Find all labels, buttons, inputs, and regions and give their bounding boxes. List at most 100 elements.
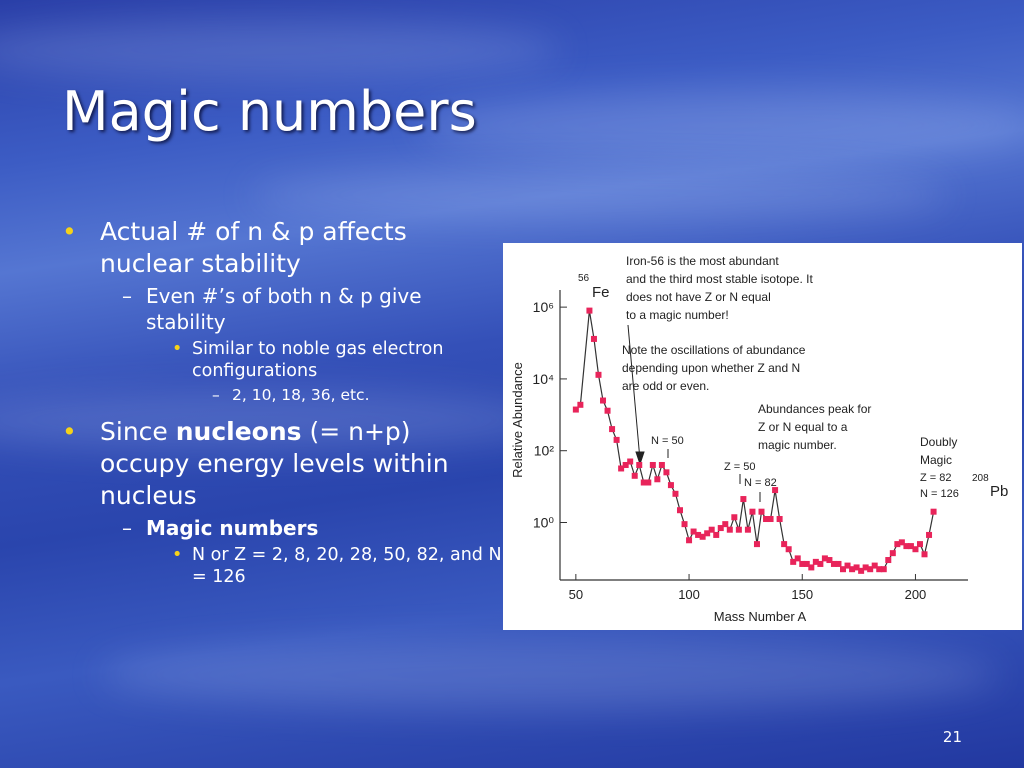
data-point — [776, 516, 783, 523]
bullet-text: N or Z = 2, 8, 20, 28, 50, 82, and N = 1… — [192, 545, 502, 587]
data-point — [672, 490, 679, 497]
bullet-item: • Similar to noble gas electron configura… — [146, 338, 502, 406]
data-point — [590, 335, 597, 342]
data-point — [803, 560, 810, 567]
isotope-mass: 208 — [972, 473, 989, 484]
data-point — [799, 560, 806, 567]
bullet-text: Magic numbers — [146, 516, 319, 540]
bullet-marker: • — [62, 217, 77, 246]
data-point — [812, 558, 819, 565]
data-point — [830, 560, 837, 567]
data-point — [695, 531, 702, 538]
x-axis-label: Mass Number A — [714, 609, 807, 624]
bullet-text: Since — [100, 417, 176, 446]
annotation: are odd or even. — [622, 379, 709, 393]
arrow — [627, 324, 641, 461]
data-point — [785, 546, 792, 553]
data-point — [907, 543, 914, 550]
annotation: Z = 82 — [920, 472, 952, 484]
y-tick-label: 10⁴ — [532, 371, 554, 387]
data-point — [808, 564, 815, 571]
data-point — [649, 461, 656, 468]
data-point — [772, 487, 779, 494]
data-point — [871, 562, 878, 569]
data-point — [722, 521, 729, 528]
annotation: N = 50 — [651, 435, 684, 447]
data-point — [880, 566, 887, 573]
data-point — [731, 514, 738, 521]
annotation: Doubly — [920, 435, 957, 449]
y-axis-label: Relative Abundance — [510, 362, 525, 478]
annotation: depending upon whether Z and N — [622, 361, 800, 375]
data-point — [600, 397, 607, 404]
annotation: magic number. — [758, 438, 837, 452]
data-point — [794, 555, 801, 562]
data-point — [853, 564, 860, 571]
bullet-marker: – — [212, 386, 220, 404]
bullet-item: –2, 10, 18, 36, etc. — [192, 385, 502, 406]
data-point — [921, 551, 928, 558]
data-point — [686, 537, 693, 544]
data-point — [844, 562, 851, 569]
annotation: N = 126 — [920, 488, 959, 500]
data-point — [681, 521, 688, 528]
arrowhead — [635, 451, 645, 466]
data-point — [835, 560, 842, 567]
data-point — [586, 307, 593, 314]
annotation: to a magic number! — [626, 308, 729, 322]
annotation: Z = 50 — [724, 461, 756, 473]
data-point — [790, 558, 797, 565]
data-point — [577, 401, 584, 408]
data-point — [595, 371, 602, 378]
data-point — [849, 566, 856, 573]
data-point — [876, 566, 883, 573]
data-point — [622, 461, 629, 468]
isotope-symbol: Pb — [990, 483, 1008, 500]
bullet-text: Even #’s of both n & p give stability — [146, 284, 422, 334]
data-point — [862, 564, 869, 571]
bullet-item: – Even #’s of both n & p give stability • S… — [62, 283, 502, 406]
y-tick-label: 10⁰ — [533, 514, 555, 530]
data-point — [704, 530, 711, 537]
bullet-item: • Since nucleons (= n+p) occupy energy le… — [62, 416, 502, 588]
page-number: 21 — [942, 728, 962, 746]
data-point — [930, 508, 937, 515]
background-cloud — [0, 20, 560, 80]
annotation: and the third most stable isotope. It — [626, 272, 813, 286]
x-tick-label: 100 — [678, 587, 700, 602]
annotation: Iron-56 is the most abundant — [626, 254, 779, 268]
data-point — [744, 526, 751, 533]
data-point — [618, 465, 625, 472]
data-point — [903, 543, 910, 550]
background-cloud — [420, 90, 1024, 160]
data-point — [708, 526, 715, 533]
data-point — [658, 461, 665, 468]
annotation: Abundances peak for — [758, 402, 871, 416]
y-tick-label: 10² — [534, 443, 555, 459]
data-point — [640, 479, 647, 486]
background-cloud — [250, 170, 950, 220]
bullet-marker: • — [62, 417, 77, 446]
bullet-marker: – — [122, 516, 132, 540]
data-point — [817, 560, 824, 567]
data-point — [654, 476, 661, 483]
data-point — [840, 566, 847, 573]
x-tick-label: 50 — [569, 587, 583, 602]
data-point — [867, 566, 874, 573]
data-point — [740, 496, 747, 503]
data-point — [781, 541, 788, 548]
bullet-marker: • — [172, 339, 183, 359]
annotation: Magic — [920, 453, 952, 467]
data-point — [916, 541, 923, 548]
data-point — [821, 555, 828, 562]
data-point — [613, 436, 620, 443]
annotation: N = 82 — [744, 477, 777, 489]
slide-title: Magic numbers — [62, 80, 477, 143]
bullet-list: • Actual # of n & p affects nuclear stabi… — [62, 216, 502, 590]
x-tick-label: 200 — [905, 587, 927, 602]
bullet-marker: • — [172, 545, 183, 565]
annotation: Note the oscillations of abundance — [622, 343, 806, 357]
data-point — [676, 507, 683, 514]
bullet-text: Actual # of n & p affects nuclear stabil… — [100, 217, 407, 278]
